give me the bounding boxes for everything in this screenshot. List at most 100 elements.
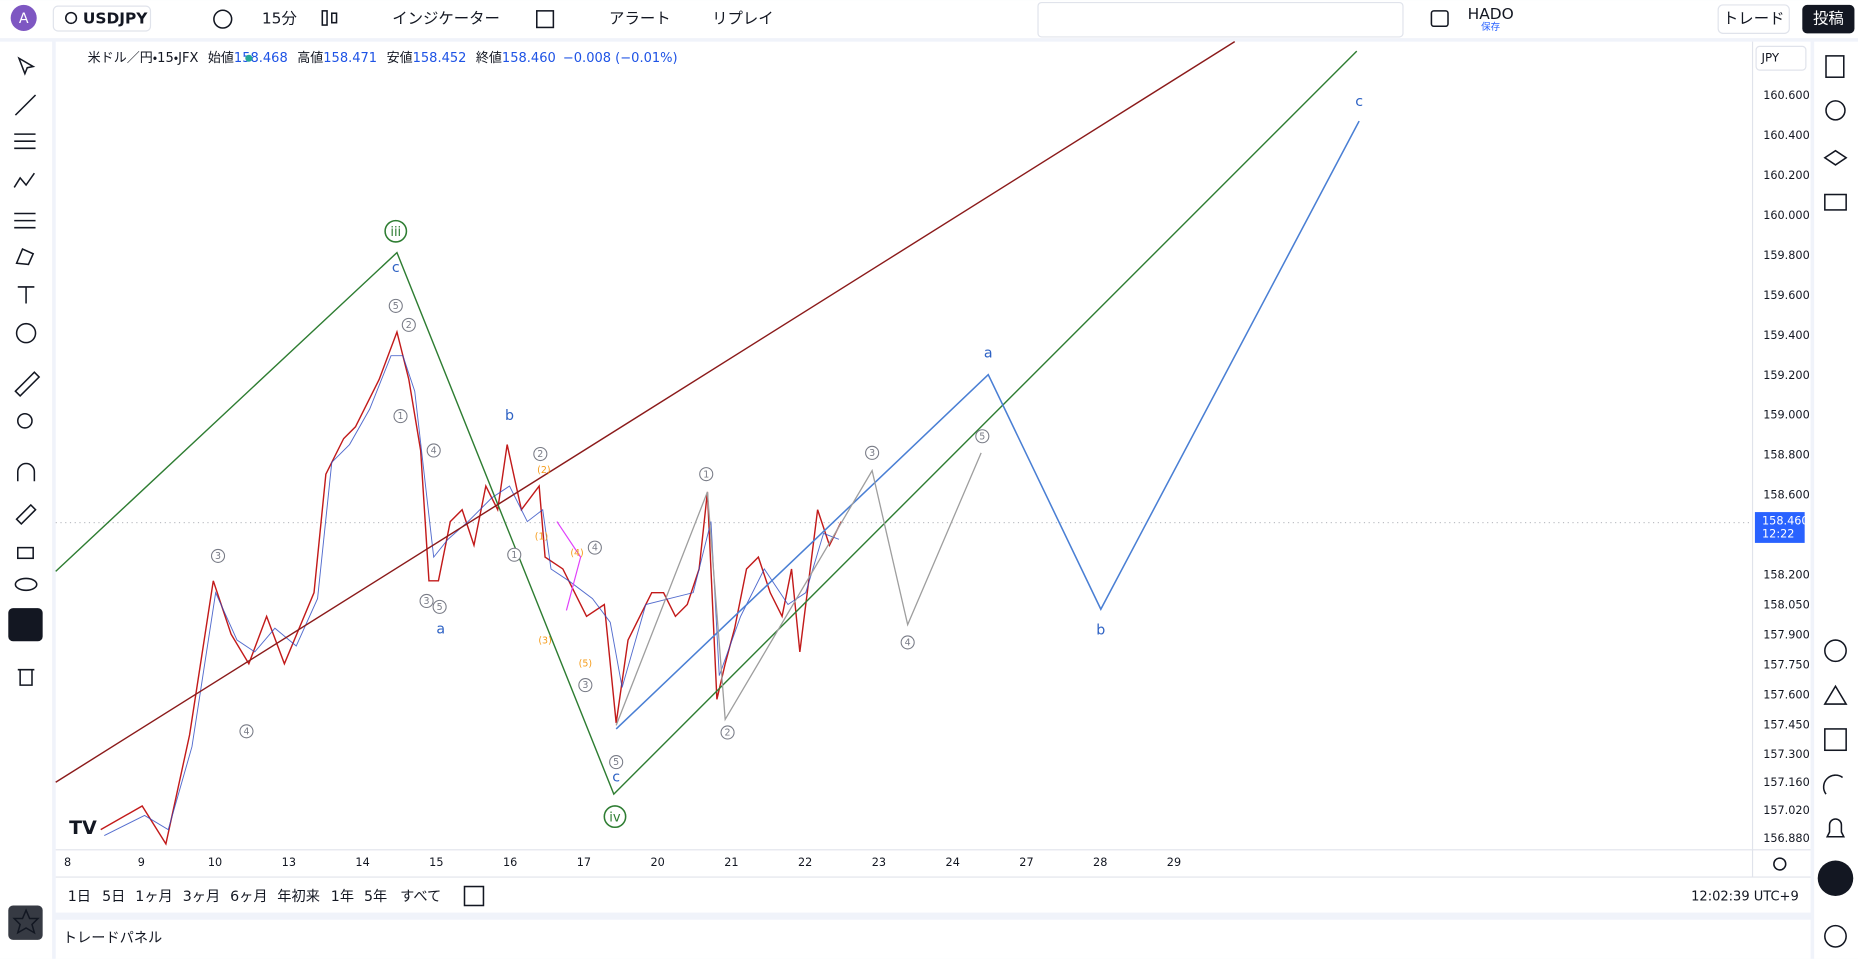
order-panel[interactable] bbox=[1817, 860, 1854, 897]
layout-icon[interactable] bbox=[1430, 10, 1449, 28]
range-button[interactable]: 6ヶ月 bbox=[230, 889, 267, 905]
time-label: 29 bbox=[1167, 856, 1181, 869]
trade[interactable]: トレード bbox=[1723, 10, 1785, 28]
alert[interactable]: アラート bbox=[609, 10, 671, 28]
clock: 12:02:39 UTC+9 bbox=[1691, 890, 1799, 905]
top-toolbar bbox=[0, 0, 1858, 39]
range-button[interactable]: 1日 bbox=[68, 889, 91, 905]
axis-settings[interactable] bbox=[1773, 857, 1787, 871]
wave-label: (3) bbox=[538, 636, 551, 647]
cursor-tool[interactable] bbox=[17, 56, 36, 76]
wave-circle bbox=[900, 635, 915, 650]
symbol-search[interactable] bbox=[52, 5, 152, 32]
delete-tool[interactable] bbox=[17, 668, 35, 686]
magnet-tool[interactable] bbox=[17, 462, 36, 482]
signals[interactable] bbox=[1823, 684, 1848, 705]
favorites-button[interactable] bbox=[8, 905, 43, 940]
pattern-tool[interactable] bbox=[13, 172, 35, 188]
wave-circle bbox=[384, 219, 408, 243]
right-tools bbox=[1822, 55, 1848, 948]
news[interactable] bbox=[1822, 774, 1844, 795]
chart-area bbox=[55, 41, 1811, 913]
range-button[interactable]: 3ヶ月 bbox=[183, 889, 220, 905]
wave-label: (5) bbox=[579, 658, 592, 669]
layout-name[interactable]: HADO bbox=[1468, 5, 1514, 23]
lock-tool[interactable] bbox=[17, 546, 34, 560]
wave-label: 1 bbox=[703, 469, 709, 480]
price-label: 159.400 bbox=[1763, 329, 1810, 342]
publish-button[interactable] bbox=[1802, 4, 1855, 34]
zoom-tool[interactable] bbox=[17, 412, 33, 429]
interval[interactable]: 15分 bbox=[262, 10, 298, 28]
templates[interactable] bbox=[536, 10, 555, 29]
data-window[interactable] bbox=[1823, 149, 1848, 166]
symbol[interactable]: USDJPY bbox=[83, 10, 148, 28]
notifications[interactable] bbox=[1825, 818, 1846, 838]
watchlist[interactable] bbox=[1825, 55, 1845, 78]
avatar-letter: A bbox=[19, 11, 29, 27]
range-button[interactable]: 1年 bbox=[331, 888, 354, 905]
wave-circle bbox=[865, 445, 880, 460]
add-symbol[interactable] bbox=[213, 9, 233, 29]
active-tool[interactable] bbox=[8, 608, 43, 642]
replay[interactable]: リプレイ bbox=[712, 10, 774, 28]
draw-mode-tool[interactable] bbox=[15, 503, 37, 526]
legend-part: 158.460 bbox=[502, 51, 556, 66]
text-tool[interactable] bbox=[17, 286, 35, 304]
price-label: 160.200 bbox=[1763, 169, 1810, 182]
price-label: 160.000 bbox=[1763, 209, 1810, 222]
range-button[interactable]: 5年 bbox=[364, 888, 387, 905]
wave-circle bbox=[699, 467, 714, 482]
wave-circle bbox=[393, 409, 408, 424]
alerts[interactable] bbox=[1825, 100, 1846, 121]
wave-circle bbox=[401, 317, 416, 332]
ideas[interactable] bbox=[1824, 639, 1847, 663]
calendar[interactable] bbox=[1824, 728, 1847, 752]
forecast-tool[interactable] bbox=[14, 212, 36, 229]
current-price-box bbox=[1754, 512, 1805, 543]
time-label: 27 bbox=[1019, 856, 1033, 869]
wave-label: iv bbox=[609, 810, 621, 825]
range-button[interactable]: 5日 bbox=[102, 889, 125, 905]
wave-circle bbox=[609, 755, 624, 770]
time-label: 10 bbox=[208, 856, 222, 869]
indicators[interactable]: インジケーター bbox=[392, 10, 500, 28]
chat[interactable] bbox=[1824, 193, 1847, 211]
publish[interactable]: 投稿 bbox=[1813, 10, 1844, 28]
legend-part: 158.452 bbox=[413, 51, 467, 66]
hide-tool[interactable] bbox=[14, 577, 38, 592]
price-label: 157.600 bbox=[1763, 688, 1810, 701]
wave-circle bbox=[975, 429, 990, 444]
time-label: 8 bbox=[64, 856, 71, 869]
price-label: 157.300 bbox=[1763, 748, 1810, 761]
measure-tool[interactable] bbox=[14, 371, 41, 398]
trendline-tool[interactable] bbox=[14, 94, 37, 116]
trade-button[interactable] bbox=[1717, 4, 1790, 34]
help[interactable] bbox=[1824, 924, 1847, 948]
shape-tool[interactable] bbox=[15, 248, 35, 266]
time-label: 15 bbox=[429, 856, 443, 869]
date-range-icon[interactable] bbox=[463, 885, 485, 907]
avatar[interactable] bbox=[10, 4, 37, 31]
range-button[interactable]: 1ヶ月 bbox=[135, 889, 172, 905]
legend-part: 終値 bbox=[476, 50, 502, 66]
chart-type[interactable] bbox=[321, 10, 328, 26]
wave-line-blue bbox=[615, 120, 1360, 730]
bottom-panel-tab[interactable]: トレードパネル bbox=[63, 930, 162, 947]
range-button[interactable]: すべて bbox=[400, 888, 441, 905]
channel-line bbox=[55, 41, 1236, 783]
ohlc-legend: 米ドル／円・15・JFX 始値158.468 高値158.471 安値158.452 終… bbox=[88, 50, 678, 66]
wave-label: 3 bbox=[215, 551, 221, 562]
time-label: 23 bbox=[872, 856, 886, 869]
fib-tool[interactable] bbox=[14, 133, 36, 150]
wave-line-green bbox=[55, 50, 1358, 796]
wave-circle bbox=[426, 443, 441, 458]
range-button[interactable]: 年初来 bbox=[277, 888, 320, 905]
emoji-tool[interactable] bbox=[15, 322, 37, 344]
currency-box[interactable] bbox=[1755, 45, 1807, 71]
legend-part: −0.008 (−0.01%) bbox=[563, 51, 678, 66]
price-label: 157.160 bbox=[1763, 776, 1810, 789]
